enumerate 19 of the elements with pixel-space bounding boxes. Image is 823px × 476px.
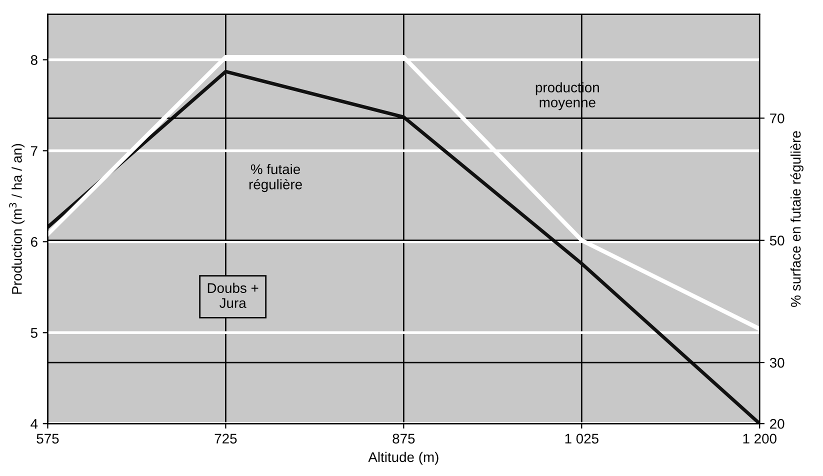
x-tick-label: 1 025 <box>565 434 598 444</box>
y-tick-label: 6 <box>30 237 38 247</box>
y2-axis-title: % surface en futaie régulière <box>790 131 804 307</box>
y-tick-label: 8 <box>30 55 38 65</box>
x-tick-label: 1 200 <box>743 434 776 444</box>
y-tick-label: 7 <box>31 146 38 156</box>
x-tick-label: 575 <box>36 434 59 444</box>
y2-tick-label: 50 <box>770 236 784 246</box>
y-axis-title: Production (m$^{3}$ / ha / an) <box>9 144 25 294</box>
x-tick-label: 725 <box>214 434 237 444</box>
annotation: Doubs + Jura <box>208 282 258 308</box>
x-tick-label: 875 <box>392 434 415 444</box>
y-tick-label: 5 <box>30 328 38 338</box>
y2-tick-label: 30 <box>770 358 784 368</box>
annotation: % futaie régulière <box>249 164 302 192</box>
y2-tick-label: 70 <box>770 113 784 124</box>
y2-tick-label: 20 <box>770 418 784 429</box>
y-tick-label: 4 <box>30 419 38 429</box>
x-axis-title: Altitude (m) <box>368 452 438 465</box>
